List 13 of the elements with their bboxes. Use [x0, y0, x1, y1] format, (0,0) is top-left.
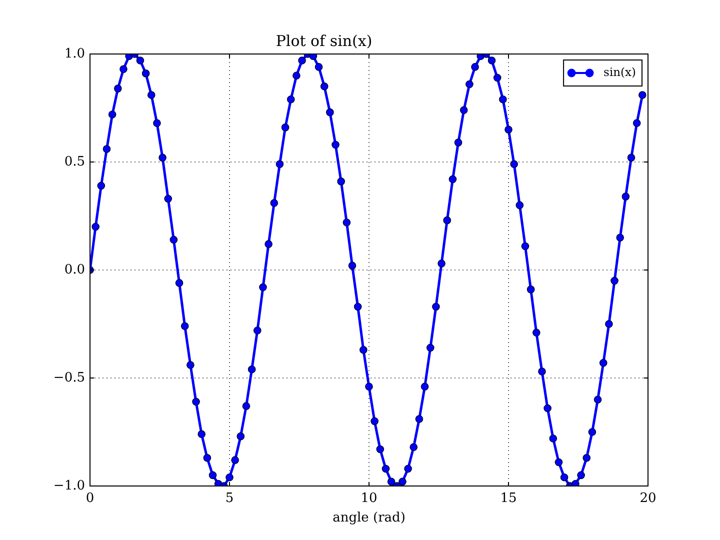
- x-tick-label: 5: [225, 491, 234, 506]
- x-tick-label: 20: [640, 491, 656, 506]
- y-tick-label: 0.5: [64, 154, 85, 170]
- x-tick-label: 10: [360, 491, 378, 506]
- y-tick-label: 1.0: [64, 46, 85, 62]
- x-axis-title: angle (rad): [332, 510, 406, 526]
- y-tick-label: −0.5: [53, 370, 85, 386]
- x-tick-label: 0: [86, 491, 94, 506]
- y-tick-label: 0.0: [64, 262, 85, 278]
- chart-title: Plot of sin(x): [276, 32, 372, 50]
- x-tick-label: 15: [500, 491, 517, 506]
- y-tick-label: −1.0: [53, 478, 85, 494]
- legend-label: sin(x): [604, 64, 636, 79]
